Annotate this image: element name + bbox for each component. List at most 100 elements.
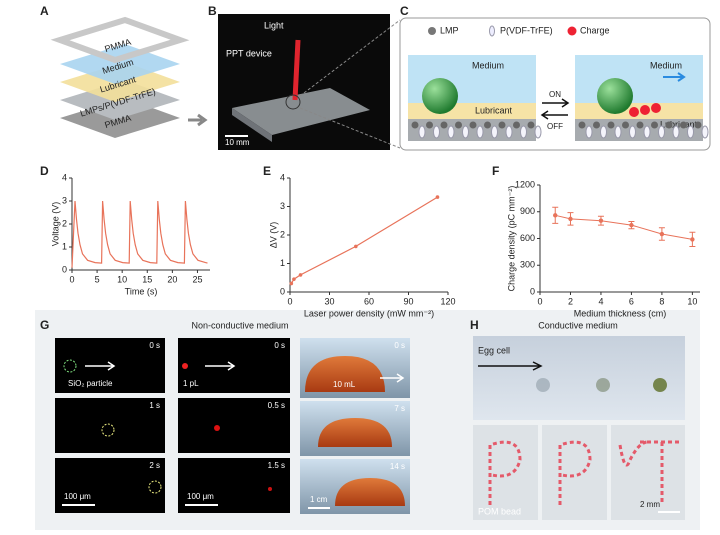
pvdf xyxy=(447,125,455,139)
egg xyxy=(536,378,550,392)
layer xyxy=(50,16,190,64)
droplet xyxy=(318,418,392,447)
panel-label: C xyxy=(400,4,409,18)
arrow xyxy=(205,361,236,371)
time-label: 1.5 s xyxy=(268,461,285,470)
time-label: 0 s xyxy=(149,341,160,350)
bead-path xyxy=(618,440,680,505)
scale-label: 1 cm xyxy=(310,495,328,504)
data-point xyxy=(629,222,634,228)
x-axis-label: Medium thickness (cm) xyxy=(574,308,667,318)
switch-label: ON xyxy=(549,90,561,99)
y-tick-label: 2 xyxy=(280,229,285,239)
panel-b: B Light PPT device 10 mm xyxy=(208,4,401,150)
lubricant xyxy=(575,103,703,119)
medium xyxy=(575,55,703,103)
x-tick-label: 0 xyxy=(69,274,74,284)
panel-g: G Non-conductive medium 0 s SiO₂ particl… xyxy=(40,318,410,514)
spot xyxy=(285,94,301,110)
particles xyxy=(411,121,709,139)
label: Medium xyxy=(650,60,682,70)
pvdf xyxy=(585,125,593,139)
data-point xyxy=(289,281,294,286)
label: Lubricant xyxy=(475,105,513,115)
y-tick-label: 0 xyxy=(530,286,535,296)
switch-label: OFF xyxy=(547,122,563,131)
legend-icon xyxy=(489,25,495,37)
charge xyxy=(640,105,650,115)
pvdf xyxy=(520,125,527,139)
charge xyxy=(651,103,661,113)
laser xyxy=(292,39,301,101)
arrow xyxy=(380,373,405,383)
scale-label: 2 mm xyxy=(640,500,660,509)
legend-icon xyxy=(567,26,577,36)
data-point xyxy=(354,244,358,249)
legend-label: P(VDF-TrFE) xyxy=(500,25,553,35)
pvdf xyxy=(658,125,665,139)
panel-label: F xyxy=(492,164,499,178)
data-point xyxy=(292,277,296,281)
lmp xyxy=(527,121,535,129)
time-label: 2 s xyxy=(149,461,160,470)
pvdf xyxy=(418,125,426,139)
panel-a: A PMMA Medium Lubricant LMPs/P(VDF-TrFE)… xyxy=(40,4,208,138)
arrow xyxy=(663,72,686,82)
pvdf xyxy=(505,125,513,139)
label: Light xyxy=(264,20,284,30)
x-tick-label: 4 xyxy=(598,296,603,306)
panel-label: A xyxy=(40,4,49,18)
lmp xyxy=(636,121,644,129)
device xyxy=(232,88,370,135)
x-tick-label: 0 xyxy=(287,296,292,306)
label: 1 pL xyxy=(183,379,199,388)
pvdf xyxy=(687,125,694,139)
label: 10 mL xyxy=(333,380,356,389)
x-tick-label: 6 xyxy=(629,296,634,306)
y-axis-label: Voltage (V) xyxy=(50,202,60,247)
x-tick-label: 10 xyxy=(117,274,127,284)
y-tick-label: 0 xyxy=(62,264,67,274)
data-point xyxy=(553,213,558,218)
bead-path xyxy=(558,440,592,505)
lmp xyxy=(651,121,658,129)
y-tick-label: 3 xyxy=(280,201,285,211)
panel-label: H xyxy=(470,318,479,332)
lmp xyxy=(665,121,673,129)
scale-label: 100 μm xyxy=(64,492,91,501)
lmp xyxy=(498,121,506,129)
charge xyxy=(629,107,639,117)
x-tick-label: 5 xyxy=(95,274,100,284)
data-line xyxy=(71,200,208,268)
y-tick-label: 600 xyxy=(520,233,535,243)
layer xyxy=(60,44,180,84)
time-label: 7 s xyxy=(394,404,405,413)
y-tick-label: 3 xyxy=(62,195,67,205)
x-tick-label: 60 xyxy=(364,296,374,306)
frame xyxy=(55,458,165,513)
droplet xyxy=(422,78,458,114)
pvdf xyxy=(476,125,484,139)
data-point xyxy=(659,231,665,237)
lmp xyxy=(680,121,687,129)
photo xyxy=(473,425,538,520)
x-tick-label: 30 xyxy=(324,296,334,306)
y-tick-label: 0 xyxy=(280,286,285,296)
lmp xyxy=(578,121,586,129)
x-tick-label: 120 xyxy=(440,296,455,306)
time-label: 0 s xyxy=(274,341,285,350)
lmp xyxy=(411,121,419,129)
lmp xyxy=(694,121,702,129)
pvdf xyxy=(614,125,622,139)
pvdf xyxy=(534,125,542,139)
panel-label: B xyxy=(208,4,217,18)
frame xyxy=(178,398,290,453)
data-point xyxy=(568,216,573,222)
particle xyxy=(148,480,162,494)
x-tick-label: 25 xyxy=(192,274,202,284)
y-tick-label: 900 xyxy=(520,206,535,216)
lmp xyxy=(426,121,433,129)
y-tick-label: 1200 xyxy=(515,179,535,189)
label: PPT device xyxy=(226,48,272,58)
bead-path xyxy=(488,440,522,505)
